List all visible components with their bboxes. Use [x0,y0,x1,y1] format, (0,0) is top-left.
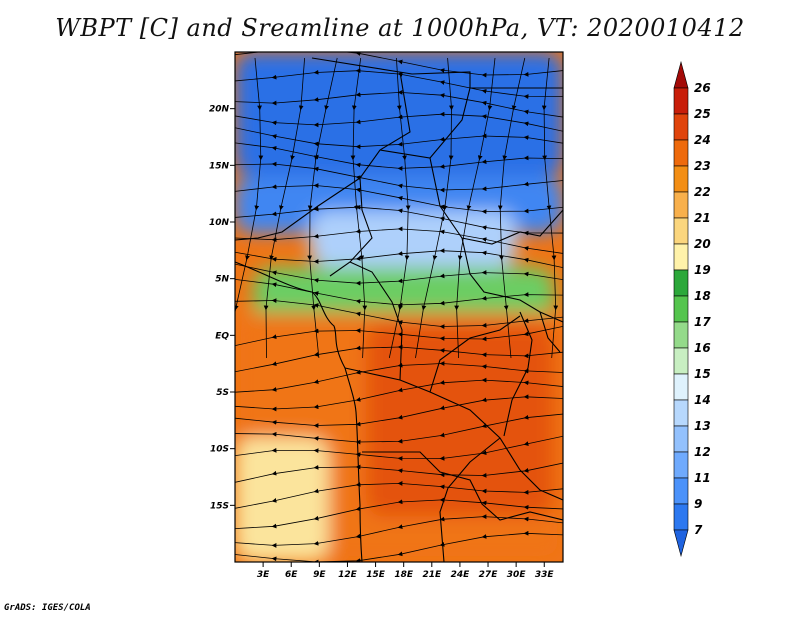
streamline-32 [454,57,496,359]
streamline-30 [388,57,411,359]
y-tick-label: 10S [210,445,229,455]
field-region-24 [366,324,554,517]
colorbar-swatch [673,165,689,193]
x-tick-label: 12E [338,570,358,580]
colorbar-label: 16 [694,341,711,355]
streamline-26 [235,57,264,315]
field-region-9 [235,52,563,177]
y-tick-label: EQ [215,331,229,341]
streamline-31 [415,57,454,359]
colorbar-bottom-arrow [673,529,689,558]
streamlines [235,52,563,562]
colorbar-label: 21 [694,211,711,225]
x-tick-label: 33E [535,570,555,580]
colorbar-label: 17 [694,315,711,329]
colorbar-swatch [673,139,689,167]
streamline-34 [541,57,559,359]
x-tick-label: 6E [285,570,298,580]
x-tick-label: 3E [257,570,270,580]
x-tick-label: 18E [394,570,414,580]
streamline-15 [235,344,563,373]
colorbar-swatch [673,425,689,453]
streamline-29 [350,57,368,359]
x-tick-label: 21E [422,570,442,580]
colorbar-swatch [673,243,689,271]
x-tick-label: 27E [479,570,499,580]
y-tick-label: 15S [210,501,229,511]
streamline-28 [307,57,338,359]
x-tick-label: 24E [451,570,471,580]
colorbar-label: 15 [694,367,711,381]
colorbar-label: 26 [694,81,711,95]
colorbar: 26 25 24 23 22 21 20 19 18 17 16 15 14 13 12 11 9 7 [673,60,711,558]
map-frame [234,51,564,563]
y-tick-label: 15N [209,161,230,171]
colorbar-swatch [673,87,689,115]
colorbar-swatch [673,269,689,297]
grads-credit: GrADS: IGES/COLA [4,603,91,613]
colorbar-label: 13 [694,419,711,433]
streamline-20 [235,435,563,461]
streamline-21 [235,462,563,483]
colorbar-swatch [673,113,689,141]
colorbar-label: 22 [694,185,711,199]
colorbar-label: 7 [694,523,703,537]
streamline-25 [235,530,563,562]
colorbar-top-arrow [673,60,689,89]
colorbar-label: 20 [694,237,711,251]
colorbar-swatch [673,295,689,323]
axes: 3E 6E 9E 12E 15E 18E 21E 24E 27E 30E 33E 20N 15N 10N 5… [209,105,555,580]
colorbar-label: 24 [694,133,711,147]
chart-title: WBPT [C] and Sreamline at 1000hPa, VT: 2… [55,14,745,42]
x-tick-label: 9E [313,570,326,580]
colorbar-swatch [673,347,689,375]
colorbar-label: 25 [694,107,711,121]
y-tick-label: 10N [209,218,230,228]
streamline-33 [497,57,526,359]
colorbar-swatch [673,399,689,427]
x-tick-label: 30E [507,570,527,580]
colorbar-label: 14 [694,393,711,407]
colorbar-label: 18 [694,289,711,303]
y-tick-label: 5S [216,388,229,398]
colorbar-swatch [673,451,689,479]
x-tick-label: 15E [366,570,386,580]
colorbar-label: 23 [694,159,711,173]
colorbar-swatch [673,373,689,401]
colorbar-label: 12 [694,445,711,459]
colorbar-label: 9 [694,497,702,511]
colorbar-swatch [673,503,689,531]
y-tick-label: 20N [209,105,230,115]
colorbar-swatch [673,321,689,349]
map-panel [235,52,563,562]
colorbar-label: 19 [694,263,711,277]
colorbar-swatch [673,477,689,505]
streamline-14 [235,325,563,347]
colorbar-swatch [673,217,689,245]
streamline-27 [263,57,305,359]
y-tick-label: 5N [215,275,229,285]
colorbar-label: 11 [694,471,711,485]
colorbar-swatch [673,191,689,219]
